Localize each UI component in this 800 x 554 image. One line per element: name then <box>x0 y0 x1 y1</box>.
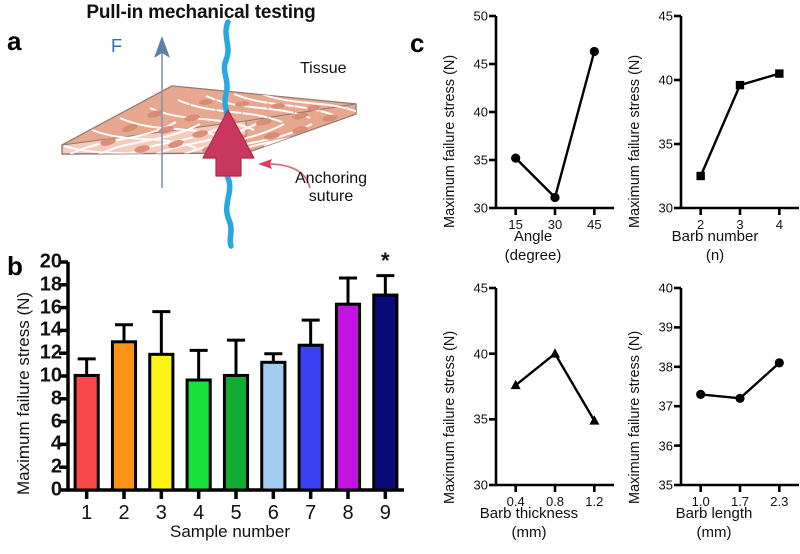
subchart-barb-thickness: Maximum failure stress (N) Barb thicknes… <box>428 272 618 549</box>
panel-b-ytick-label: 8 <box>50 387 62 410</box>
subchart-barb-thickness-xlabel-line2: (mm) <box>511 524 547 541</box>
subchart-barb-thickness-xlabel-line1: Barb thickness <box>479 505 579 522</box>
panel-b-xtick-label: 9 <box>379 502 391 524</box>
subchart-xtick-label: 45 <box>587 217 602 232</box>
subchart-angle-plot <box>489 14 614 215</box>
force-arrow <box>154 36 170 188</box>
panel-letter-b: b <box>7 251 23 281</box>
subchart-xtick-label: 4 <box>775 217 783 232</box>
subchart-xtick-label: 3 <box>736 217 744 232</box>
panel-a: a Pull-in mechanical testing <box>0 0 400 250</box>
subchart-ytick-label: 39 <box>658 319 673 335</box>
anchoring-suture-label-line2: suture <box>308 188 354 206</box>
subchart-barb-number-xlabel-line1: Barb number <box>671 228 759 245</box>
subchart-ytick-label: 30 <box>473 200 488 216</box>
panel-b-ytick-label: 10 <box>39 364 62 387</box>
panel-b-xtick-label: 2 <box>118 502 130 524</box>
subchart-barb-length-xlabel-line2: (mm) <box>696 524 732 541</box>
panel-b-xtick-label: 1 <box>81 502 93 524</box>
subchart-xtick-label: 2.3 <box>770 494 789 509</box>
subchart-barb-length-xlabel-line1: Barb length <box>675 505 753 522</box>
panel-b-ytick-label: 2 <box>50 455 62 478</box>
subchart-xtick-label: 1.0 <box>691 494 710 509</box>
force-label: F <box>111 36 122 56</box>
subchart-ytick-label: 35 <box>658 477 673 493</box>
panel-letter-c: c <box>410 28 425 58</box>
subchart-barb-number-plot <box>674 14 799 215</box>
panel-b-xlabel: Sample number <box>169 522 290 541</box>
subchart-ytick-label: 30 <box>473 477 488 493</box>
subchart-ytick-label: 40 <box>658 72 673 88</box>
panel-b-ytick-label: 14 <box>39 318 62 341</box>
subchart-ytick-label: 45 <box>473 56 488 72</box>
subchart-xtick-label: 0.4 <box>506 494 525 509</box>
subchart-barb-number: Maximum failure stress (N) Barb number (… <box>613 0 800 268</box>
subchart-xtick-label: 15 <box>508 217 523 232</box>
subchart-barb-thickness-plot <box>489 286 614 492</box>
panel-b-xtick-label: 5 <box>230 502 242 524</box>
subchart-ytick-label: 35 <box>473 411 488 427</box>
subchart-barb-length-plot <box>674 286 799 492</box>
subchart-barb-number-xlabel-line2: (n) <box>705 247 725 264</box>
subchart-xtick-label: 1.7 <box>730 494 750 509</box>
panel-b-ytick-label: 16 <box>39 296 62 319</box>
panel-b-xtick-label: 8 <box>342 502 354 524</box>
panel-b-xtick-label: 6 <box>267 502 279 524</box>
subchart-ytick-label: 40 <box>473 104 488 120</box>
subchart-angle: Maximum failure stress (N) Angle (degree… <box>428 0 618 268</box>
subchart-ytick-label: 40 <box>658 280 673 296</box>
panel-b-xtick-label: 3 <box>155 502 167 524</box>
subchart-ytick-label: 36 <box>658 438 673 454</box>
panel-b-xtick-label: 7 <box>305 502 317 524</box>
callout-arrow <box>258 159 311 189</box>
subchart-angle-xlabel-line2: (degree) <box>504 247 562 264</box>
subchart-xtick-label: 1.2 <box>585 494 604 509</box>
panel-b-ytick-label: 4 <box>50 432 62 455</box>
subchart-ytick-label: 40 <box>473 346 488 362</box>
anchoring-suture-label-line1: Anchoring <box>295 170 368 187</box>
panel-b: b Maximum failure stress (N) Sample numb… <box>0 247 410 549</box>
subchart-ytick-label: 50 <box>473 8 488 24</box>
subchart-ytick-label: 37 <box>658 398 673 414</box>
panel-a-title: Pull-in mechanical testing <box>86 2 316 23</box>
subchart-xtick-label: 0.8 <box>545 494 565 509</box>
panel-b-xtick-label: 4 <box>193 502 205 524</box>
subchart-xtick-label: 30 <box>547 217 563 232</box>
subchart-xtick-label: 2 <box>697 217 705 232</box>
panel-b-ytick-label: 0 <box>50 478 62 501</box>
panel-b-ytick-label: 20 <box>39 250 62 273</box>
bar-chart-plot <box>59 260 404 499</box>
subchart-ytick-label: 38 <box>658 359 673 375</box>
panel-b-ytick-label: 12 <box>39 341 62 364</box>
tissue-label: Tissue <box>300 60 347 77</box>
subchart-ytick-label: 45 <box>473 280 488 296</box>
subchart-barb-length: Maximum failure stress (N) Barb length (… <box>613 272 800 549</box>
significance-asterisk: * <box>381 247 390 273</box>
anchor-arrow <box>202 109 255 177</box>
subchart-ytick-label: 35 <box>658 136 673 152</box>
subchart-ytick-label: 45 <box>658 8 673 24</box>
tissue-diagram <box>61 19 357 249</box>
subchart-ytick-label: 35 <box>473 152 488 168</box>
panel-b-ytick-label: 6 <box>50 410 62 433</box>
anchoring-suture-label: Anchoring suture <box>295 170 367 207</box>
panel-b-ytick-label: 18 <box>39 273 62 296</box>
panel-letter-a: a <box>7 26 22 56</box>
panel-c: c Maximum failure stress (N) Angle (degr… <box>410 0 800 549</box>
subchart-ytick-label: 30 <box>658 200 673 216</box>
subchart-angle-xlabel-line1: Angle <box>513 228 553 245</box>
